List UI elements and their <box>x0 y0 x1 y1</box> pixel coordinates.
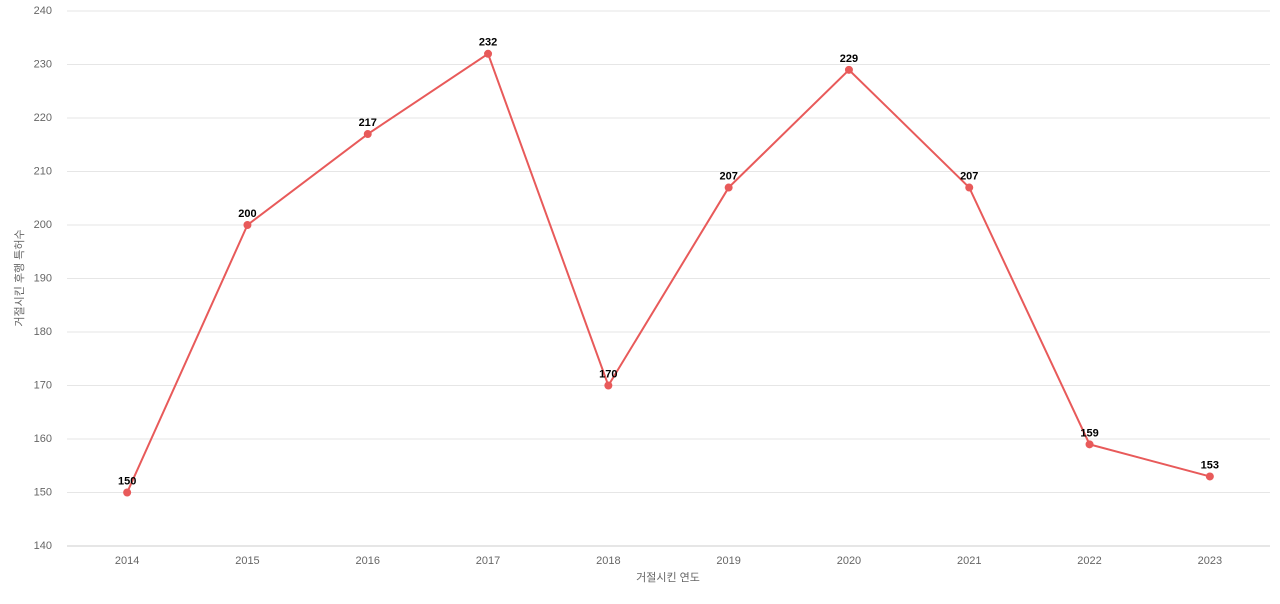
y-tick-label: 190 <box>34 272 52 284</box>
value-label: 207 <box>960 170 978 182</box>
point <box>604 381 613 390</box>
y-tick-label: 240 <box>34 5 52 17</box>
x-tick-label: 2015 <box>235 555 259 567</box>
x-tick-label: 2022 <box>1077 555 1101 567</box>
y-tick-label: 180 <box>34 326 52 338</box>
line <box>126 52 1211 493</box>
value-label: 150 <box>118 475 136 487</box>
x-tick-label: 2017 <box>476 555 500 567</box>
value-label: 207 <box>719 170 737 182</box>
point <box>123 488 132 497</box>
x-tick-label: 2023 <box>1198 555 1222 567</box>
value-label: 229 <box>840 53 858 65</box>
x-axis-label: 거절시킨 연도 <box>636 571 700 584</box>
y-tick-label: 200 <box>34 219 52 231</box>
x-tick-label: 2016 <box>356 555 380 567</box>
x-tick-label: 2020 <box>837 555 861 567</box>
x-tick-label: 2021 <box>957 555 981 567</box>
point <box>844 65 853 74</box>
x-tick-label: 2014 <box>115 555 139 567</box>
value-label: 159 <box>1080 427 1098 439</box>
value-label: 232 <box>479 37 497 49</box>
value-label: 200 <box>238 208 256 220</box>
point <box>1085 440 1094 449</box>
value-label: 217 <box>359 117 377 129</box>
point <box>1205 472 1214 481</box>
y-tick-label: 150 <box>34 486 52 498</box>
y-tick-label: 170 <box>34 379 52 391</box>
point <box>363 130 372 139</box>
point <box>965 183 974 192</box>
y-tick-label: 210 <box>34 165 52 177</box>
y-tick-label: 140 <box>34 540 52 552</box>
point <box>243 221 252 229</box>
y-tick-label: 230 <box>34 58 52 70</box>
point <box>484 49 493 58</box>
y-axis-label: 거절시킨 후행 특허수 <box>13 229 26 326</box>
value-label: 153 <box>1201 459 1219 471</box>
x-tick-label: 2019 <box>716 555 740 567</box>
y-tick-label: 220 <box>34 112 52 124</box>
value-label: 170 <box>599 368 617 380</box>
point <box>724 183 733 192</box>
x-tick-label: 2018 <box>596 555 620 567</box>
y-tick-label: 160 <box>34 433 52 445</box>
